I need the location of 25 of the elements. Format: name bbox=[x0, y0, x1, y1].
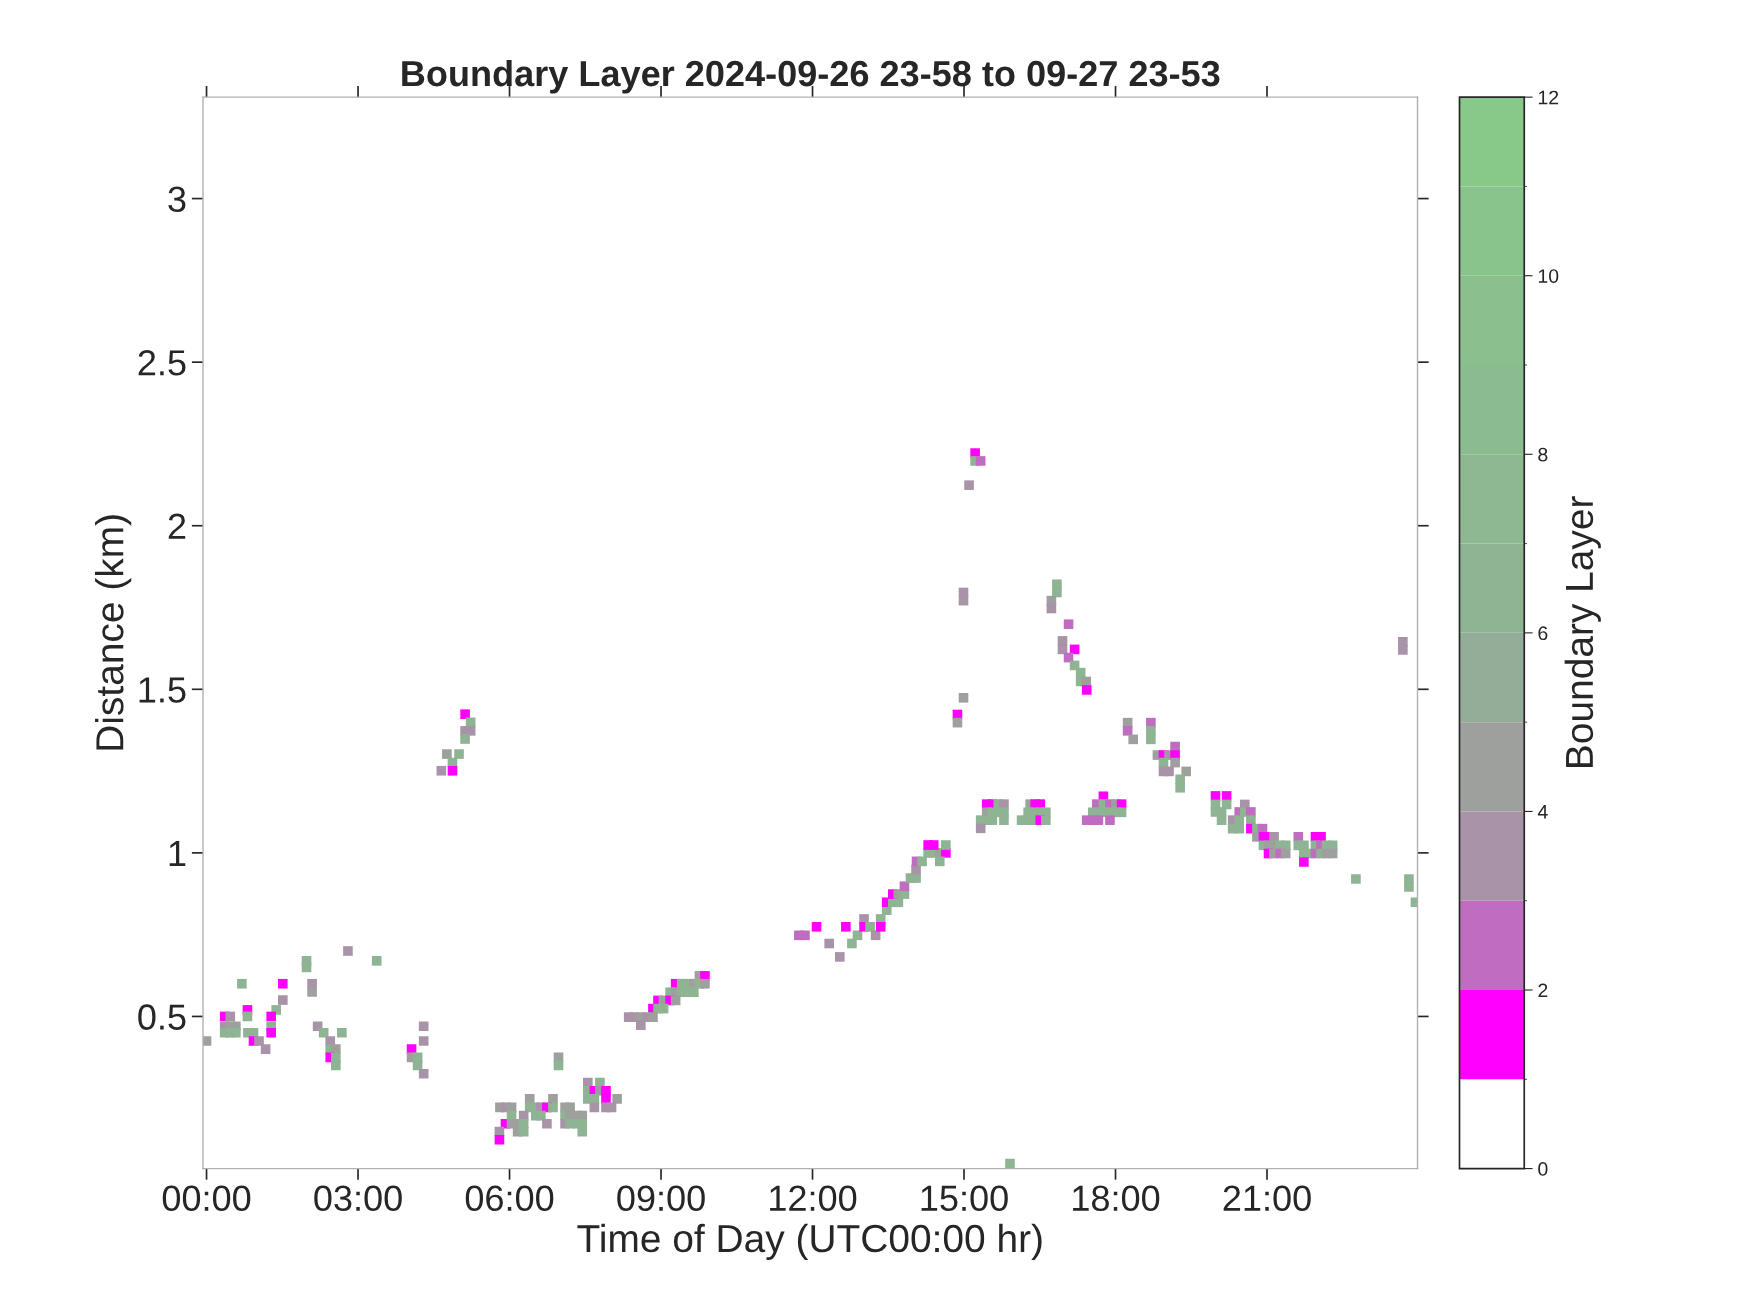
x-tick-label: 15:00 bbox=[921, 1185, 1008, 1212]
x-axis-title: Time of Day (UTC00:00 hr) bbox=[577, 1223, 1042, 1261]
y-tick-label: 1 bbox=[169, 841, 186, 866]
x-tick-label: 21:00 bbox=[1223, 1185, 1311, 1212]
y-tick-label: 2.5 bbox=[138, 350, 186, 376]
color-bar-label: 8 bbox=[1538, 447, 1548, 462]
color-bar-label: 2 bbox=[1538, 983, 1548, 998]
x-tick-label: 12:00 bbox=[770, 1185, 857, 1212]
color-bar-title: Boundary Layer bbox=[1564, 496, 1601, 767]
color-bar-label: 10 bbox=[1538, 269, 1559, 283]
x-tick-label: 18:00 bbox=[1073, 1185, 1160, 1212]
color-bar-label: 4 bbox=[1537, 805, 1548, 819]
x-tick-label: 03:00 bbox=[314, 1185, 402, 1212]
x-tick-label: 09:00 bbox=[617, 1185, 705, 1212]
color-bar-label: 0 bbox=[1538, 1162, 1548, 1176]
y-axis-title: Distance (km) bbox=[95, 515, 132, 750]
x-tick-label: 00:00 bbox=[162, 1185, 251, 1212]
color-bar-label: 6 bbox=[1538, 626, 1548, 641]
color-bar-label: 12 bbox=[1538, 90, 1559, 105]
y-tick-label: 2 bbox=[168, 513, 186, 539]
y-tick-label: 0.5 bbox=[138, 1004, 186, 1030]
y-tick-label: 3 bbox=[168, 186, 186, 213]
y-tick-label: 1.5 bbox=[139, 677, 186, 703]
chart-title: Boundary Layer 2024-09-26 23-58 to 09-27 23-53 bbox=[402, 59, 1220, 94]
x-tick-label: 06:00 bbox=[465, 1185, 554, 1212]
